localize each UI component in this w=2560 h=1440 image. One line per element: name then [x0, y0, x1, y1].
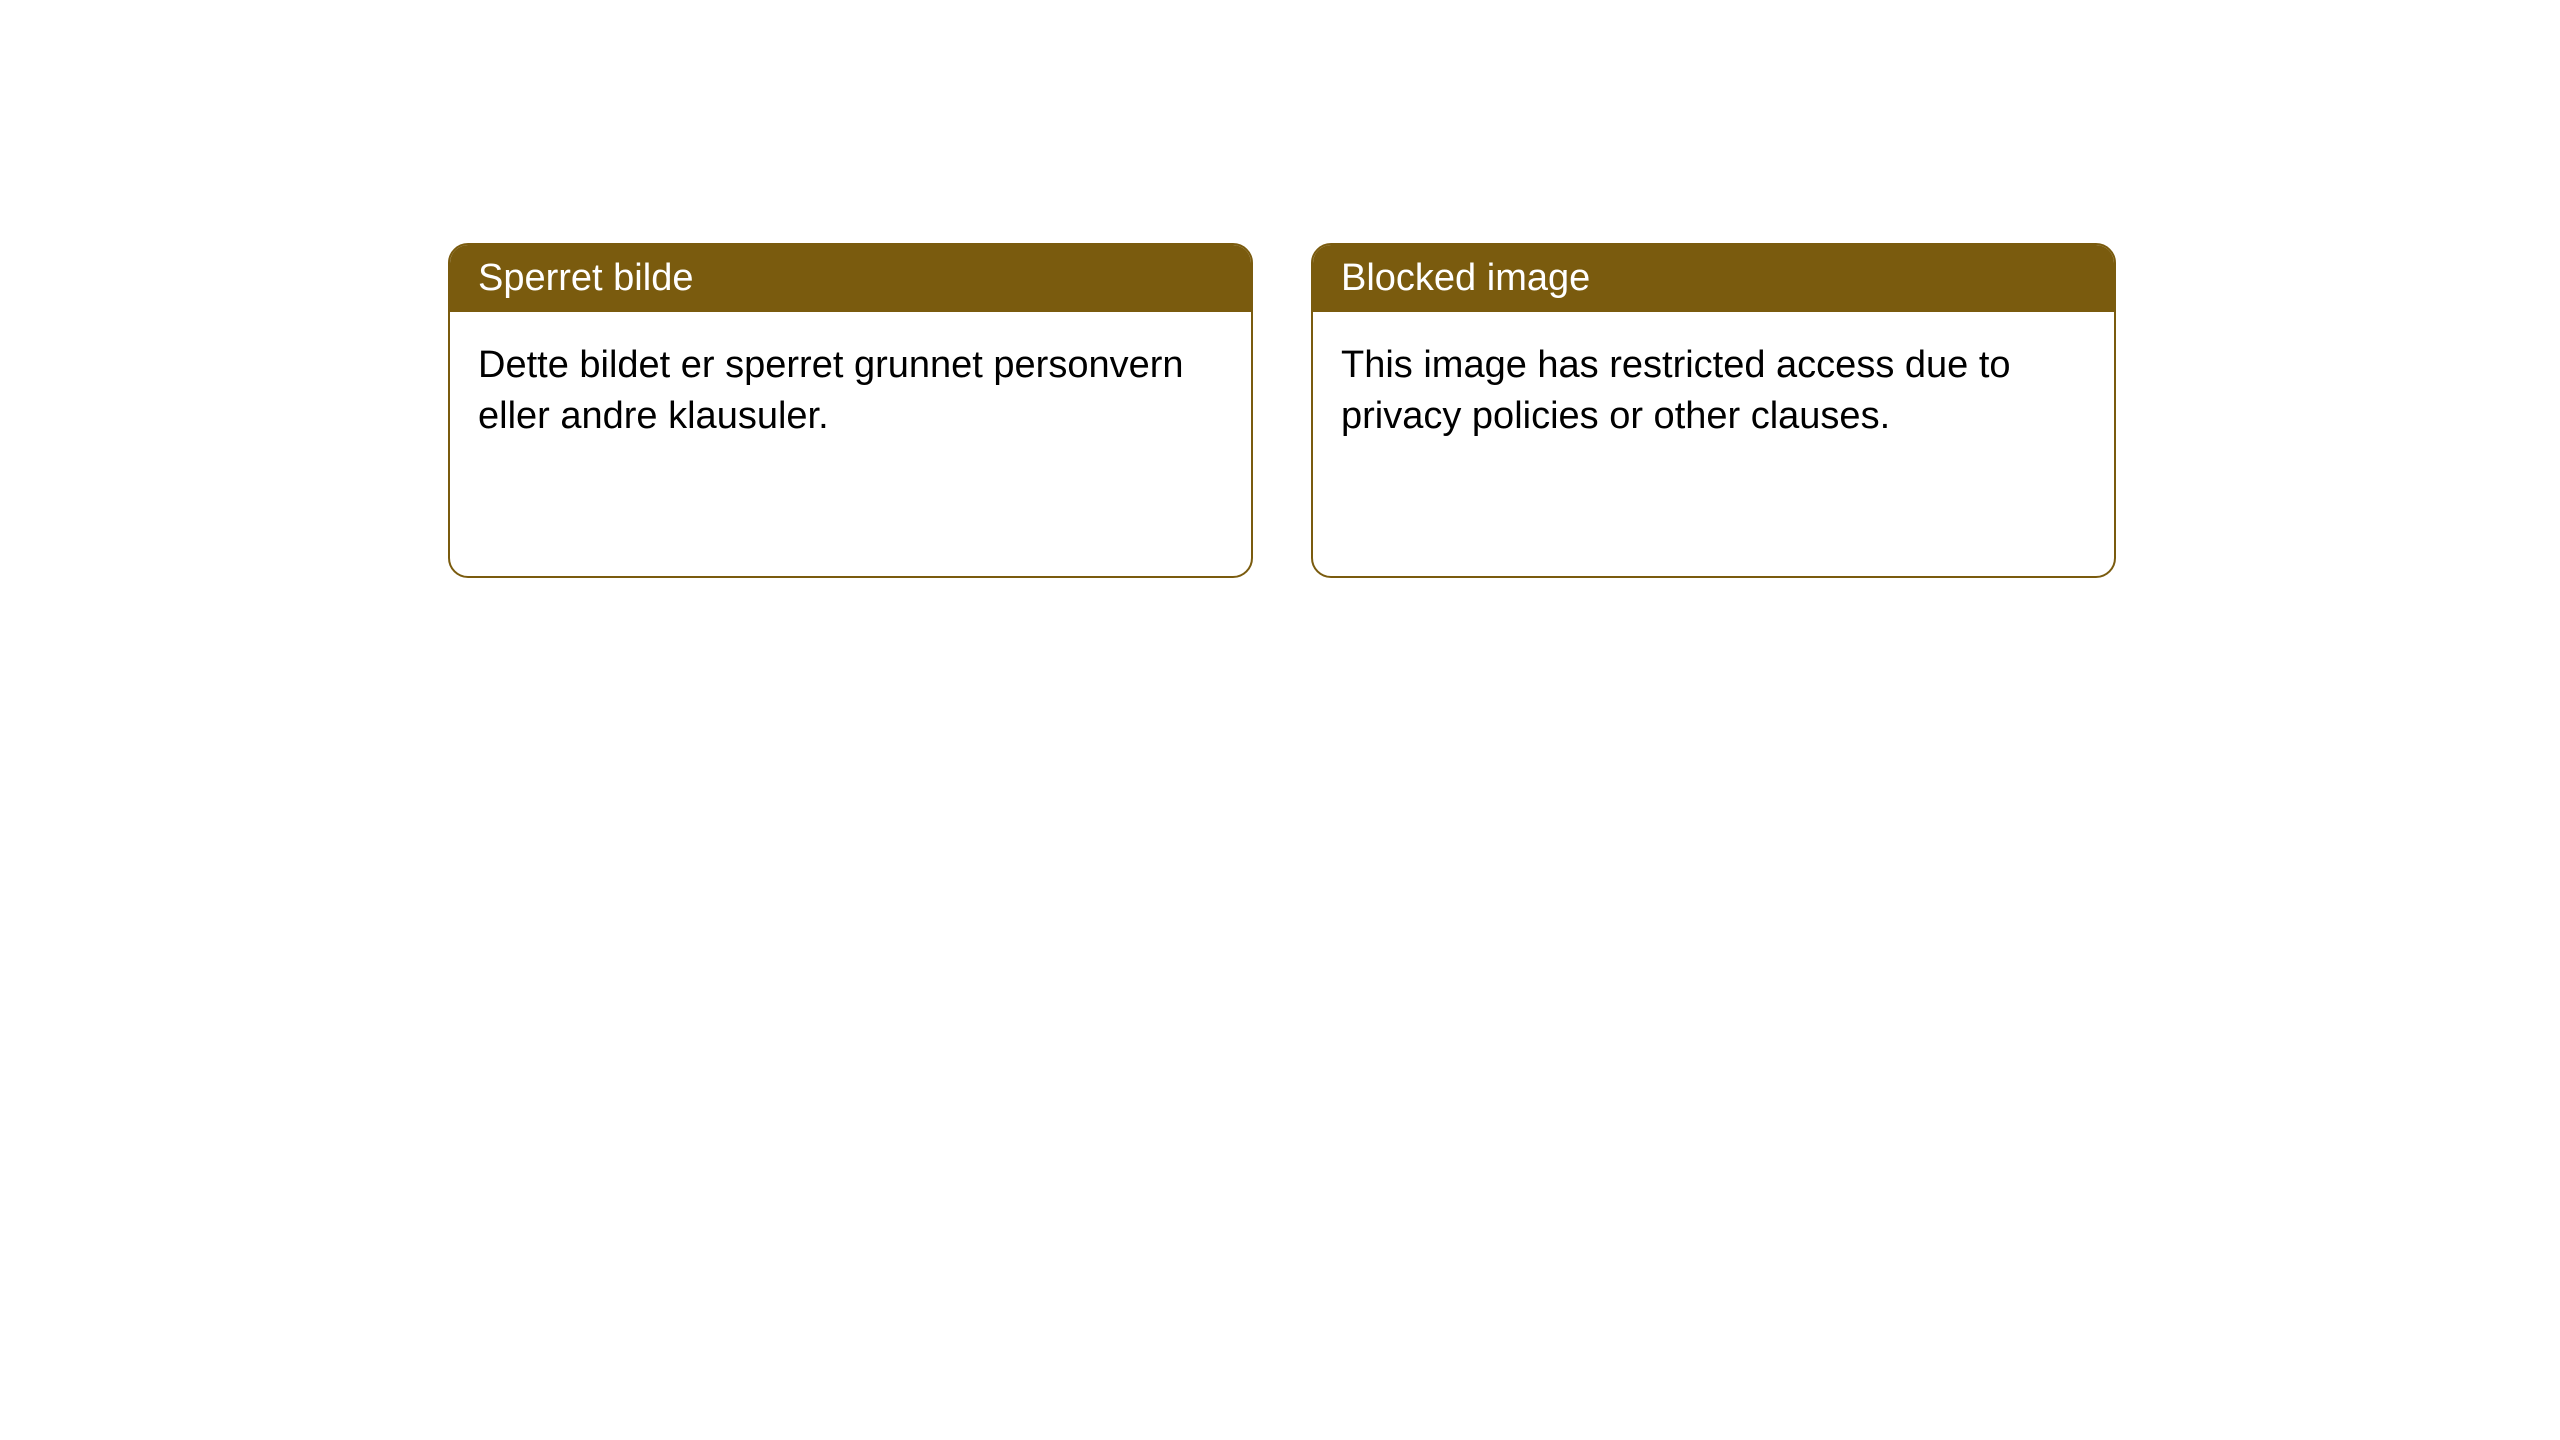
notice-body: This image has restricted access due to …: [1313, 312, 2114, 471]
notice-text: This image has restricted access due to …: [1341, 344, 2011, 437]
notice-card-english: Blocked image This image has restricted …: [1311, 243, 2116, 578]
notice-title: Sperret bilde: [478, 257, 693, 299]
notice-card-norwegian: Sperret bilde Dette bildet er sperret gr…: [448, 243, 1253, 578]
notice-header: Blocked image: [1313, 245, 2114, 312]
notice-text: Dette bildet er sperret grunnet personve…: [478, 344, 1184, 437]
notice-container: Sperret bilde Dette bildet er sperret gr…: [0, 0, 2560, 578]
notice-header: Sperret bilde: [450, 245, 1251, 312]
notice-body: Dette bildet er sperret grunnet personve…: [450, 312, 1251, 471]
notice-title: Blocked image: [1341, 257, 1590, 299]
